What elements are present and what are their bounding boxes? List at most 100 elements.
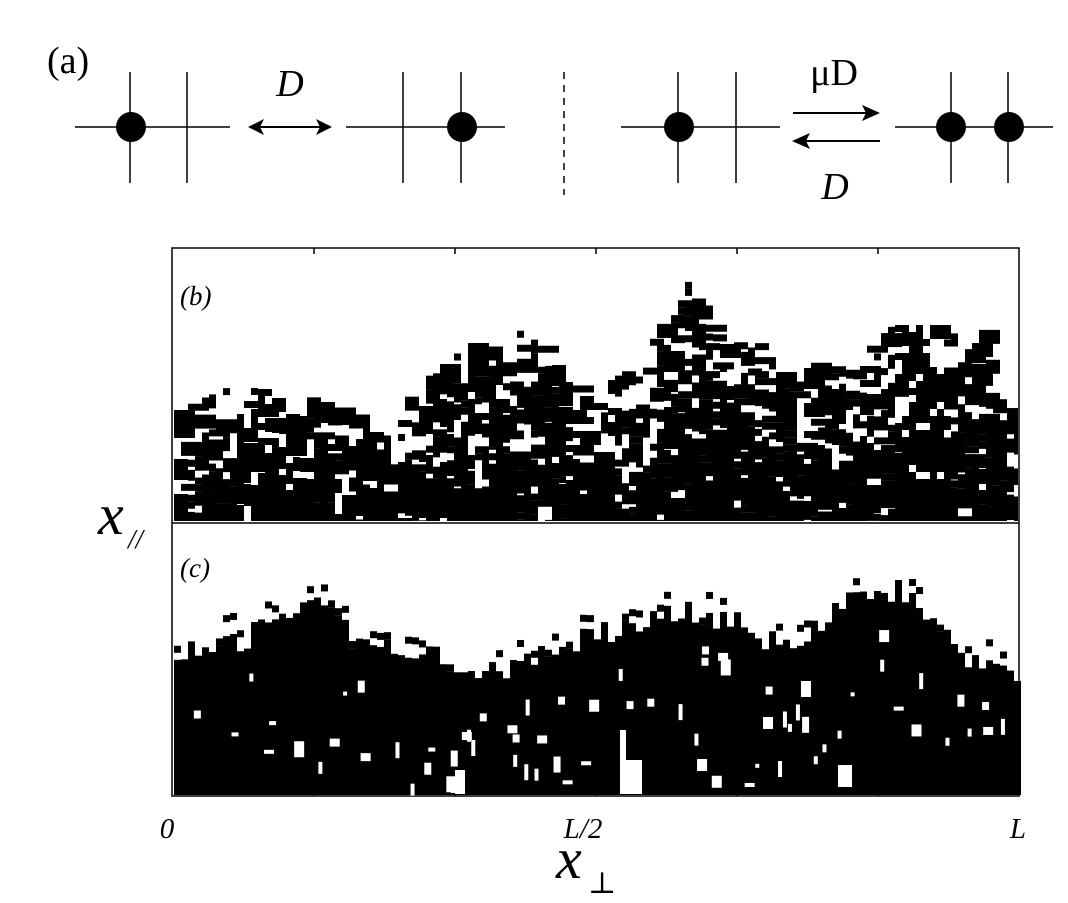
pattern-cell (762, 401, 769, 409)
pattern-cell (454, 493, 461, 501)
pattern-cell (937, 332, 944, 339)
pattern-cell (343, 691, 348, 696)
pattern-cell (524, 410, 545, 425)
pattern-cell (230, 497, 251, 504)
pattern-cell (293, 506, 300, 513)
pattern-cell (559, 469, 566, 477)
pattern-cell (328, 488, 335, 496)
pattern-cell (531, 451, 552, 459)
pattern-cell (790, 648, 797, 795)
pattern-cell (195, 463, 216, 471)
pattern-cell (902, 381, 909, 388)
y-axis-var: x (97, 482, 124, 547)
pattern-cell (482, 360, 489, 375)
pattern-cell (671, 399, 678, 407)
pattern-cell (671, 406, 678, 414)
pattern-cell (951, 333, 958, 341)
pattern-cell (552, 491, 559, 505)
pattern-cell (230, 633, 237, 795)
pattern-cell (1000, 466, 1014, 481)
pattern-cell (671, 385, 678, 393)
pattern-cell (405, 657, 412, 795)
pattern-cell (951, 459, 958, 467)
pattern-cell (454, 353, 461, 361)
pattern-cell (986, 513, 993, 521)
pattern-cell (944, 472, 951, 487)
pattern-cell (685, 519, 692, 521)
pattern-cell (951, 487, 958, 495)
pattern-cell (461, 428, 468, 443)
pattern-cell (342, 516, 349, 521)
pattern-cell (328, 607, 335, 795)
pattern-cell (363, 442, 377, 450)
pattern-cell (909, 339, 930, 346)
pattern-cell (398, 434, 405, 441)
pattern-cell (412, 464, 426, 472)
pattern-cell (223, 388, 230, 396)
pattern-cell (993, 399, 1007, 414)
pattern-cell (916, 430, 923, 437)
pattern-cell (531, 514, 538, 521)
pattern-cell (1014, 440, 1018, 455)
particle (664, 112, 694, 142)
pattern-cell (216, 517, 223, 521)
pattern-cell (895, 500, 902, 507)
pattern-cell (727, 402, 741, 410)
pattern-cell (398, 518, 412, 521)
pattern-cell (692, 487, 706, 495)
pattern-cell (531, 339, 538, 354)
pattern-cell (755, 638, 762, 795)
pattern-cell (685, 288, 692, 296)
pattern-cell (223, 437, 230, 452)
pattern-cell (293, 464, 300, 471)
pattern-cell (776, 623, 783, 631)
pattern-cell (701, 657, 709, 666)
pattern-cell (657, 351, 664, 366)
pattern-cell (412, 658, 419, 795)
pattern-cell (363, 463, 370, 478)
pattern-cell (188, 403, 209, 411)
pattern-cell (608, 506, 615, 513)
pattern-cell (286, 498, 293, 505)
pattern-cell (468, 413, 489, 420)
pattern-cell (706, 591, 713, 599)
pattern-cell (321, 444, 342, 451)
pattern-cell (671, 315, 678, 323)
pattern-cell (762, 415, 783, 423)
pattern-cell (818, 518, 825, 521)
pattern-cell (601, 489, 615, 497)
pattern-cell (357, 680, 365, 693)
pattern-cell (307, 418, 314, 433)
pattern-cell (195, 449, 202, 457)
pattern-cell (538, 345, 559, 353)
pattern-cell (545, 649, 552, 657)
pattern-cell (972, 455, 979, 469)
pattern-cell (979, 490, 986, 498)
pattern-cell (244, 499, 251, 506)
pattern-cell (930, 465, 944, 472)
pattern-cell (193, 710, 201, 719)
pattern-cell (919, 673, 924, 690)
pattern-cell (783, 374, 790, 382)
pattern-cell (720, 597, 727, 605)
pattern-cell (881, 389, 888, 404)
pattern-cell (748, 632, 755, 795)
pattern-cell (447, 418, 454, 433)
pattern-cell (174, 645, 181, 653)
pattern-cell (1000, 508, 1018, 516)
pattern-cell (370, 453, 377, 460)
pattern-cell (916, 587, 923, 595)
pattern-cell (573, 476, 594, 491)
pattern-cell (496, 518, 503, 521)
pattern-cell (552, 484, 566, 491)
pattern-cell (916, 381, 937, 388)
pattern-cell (916, 325, 923, 339)
rate-mu-d: μD (810, 52, 858, 94)
pattern-cell (356, 638, 363, 795)
pattern-cell (888, 396, 895, 404)
pattern-cell (482, 451, 489, 466)
pattern-cell (455, 770, 465, 794)
pattern-cell (510, 507, 517, 521)
pattern-cell (559, 378, 566, 386)
pattern-cell (692, 622, 699, 795)
